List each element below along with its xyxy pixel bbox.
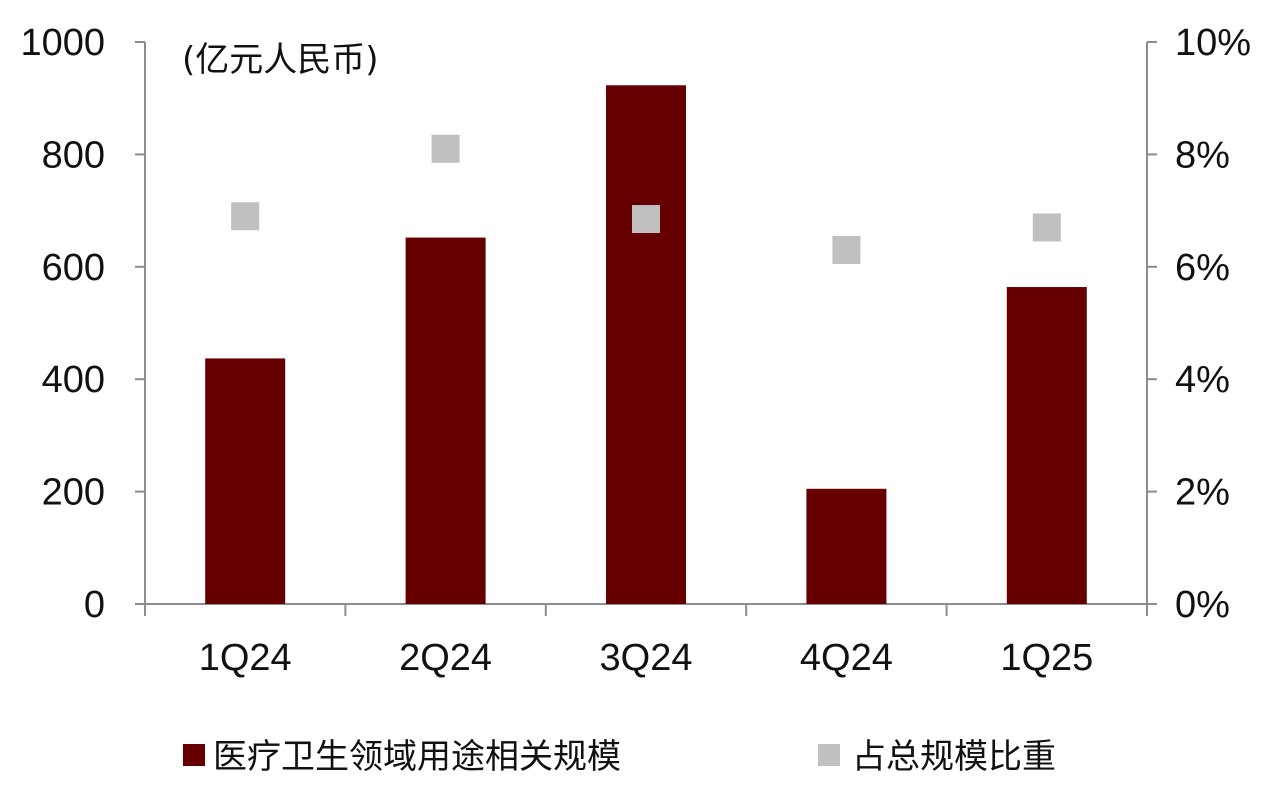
left-tick-label: 200 [42, 472, 105, 514]
bar-1Q24 [205, 358, 286, 604]
legend: 医疗卫生领域用途相关规模 占总规模比重 [183, 737, 1056, 777]
bar-1Q25 [1006, 287, 1087, 604]
legend-swatch-bar [183, 744, 205, 766]
bar-3Q24 [606, 85, 686, 605]
marker-2Q24 [431, 134, 460, 163]
left-axis-unit-label: (亿元人民币) [182, 40, 379, 80]
right-tick-label: 4% [1175, 359, 1230, 401]
marker-3Q24 [632, 205, 660, 234]
legend-label-marker: 占总规模比重 [852, 737, 1056, 777]
x-tick-label: 1Q24 [199, 637, 292, 679]
right-tick-label: 10% [1175, 22, 1251, 64]
marker-4Q24 [832, 235, 861, 264]
right-tick-label: 0% [1175, 584, 1230, 626]
left-tick-label: 600 [42, 247, 105, 289]
marker-1Q25 [1032, 213, 1061, 242]
x-tick-label: 1Q25 [1000, 637, 1093, 679]
bar-2Q24 [405, 237, 486, 605]
right-tick-label: 6% [1175, 247, 1230, 289]
left-tick-label: 800 [42, 134, 105, 176]
left-tick-label: 1000 [20, 22, 105, 64]
marker-1Q24 [231, 202, 260, 231]
x-tick-label: 3Q24 [600, 637, 693, 679]
left-tick-label: 400 [42, 359, 105, 401]
legend-swatch-marker [818, 744, 840, 766]
x-tick-label: 2Q24 [399, 637, 492, 679]
legend-label-bar: 医疗卫生领域用途相关规模 [213, 737, 621, 777]
right-tick-label: 8% [1175, 134, 1230, 176]
left-tick-label: 0 [84, 584, 105, 626]
right-tick-label: 2% [1175, 472, 1230, 514]
x-tick-label: 4Q24 [800, 637, 893, 679]
bar-4Q24 [806, 488, 887, 604]
